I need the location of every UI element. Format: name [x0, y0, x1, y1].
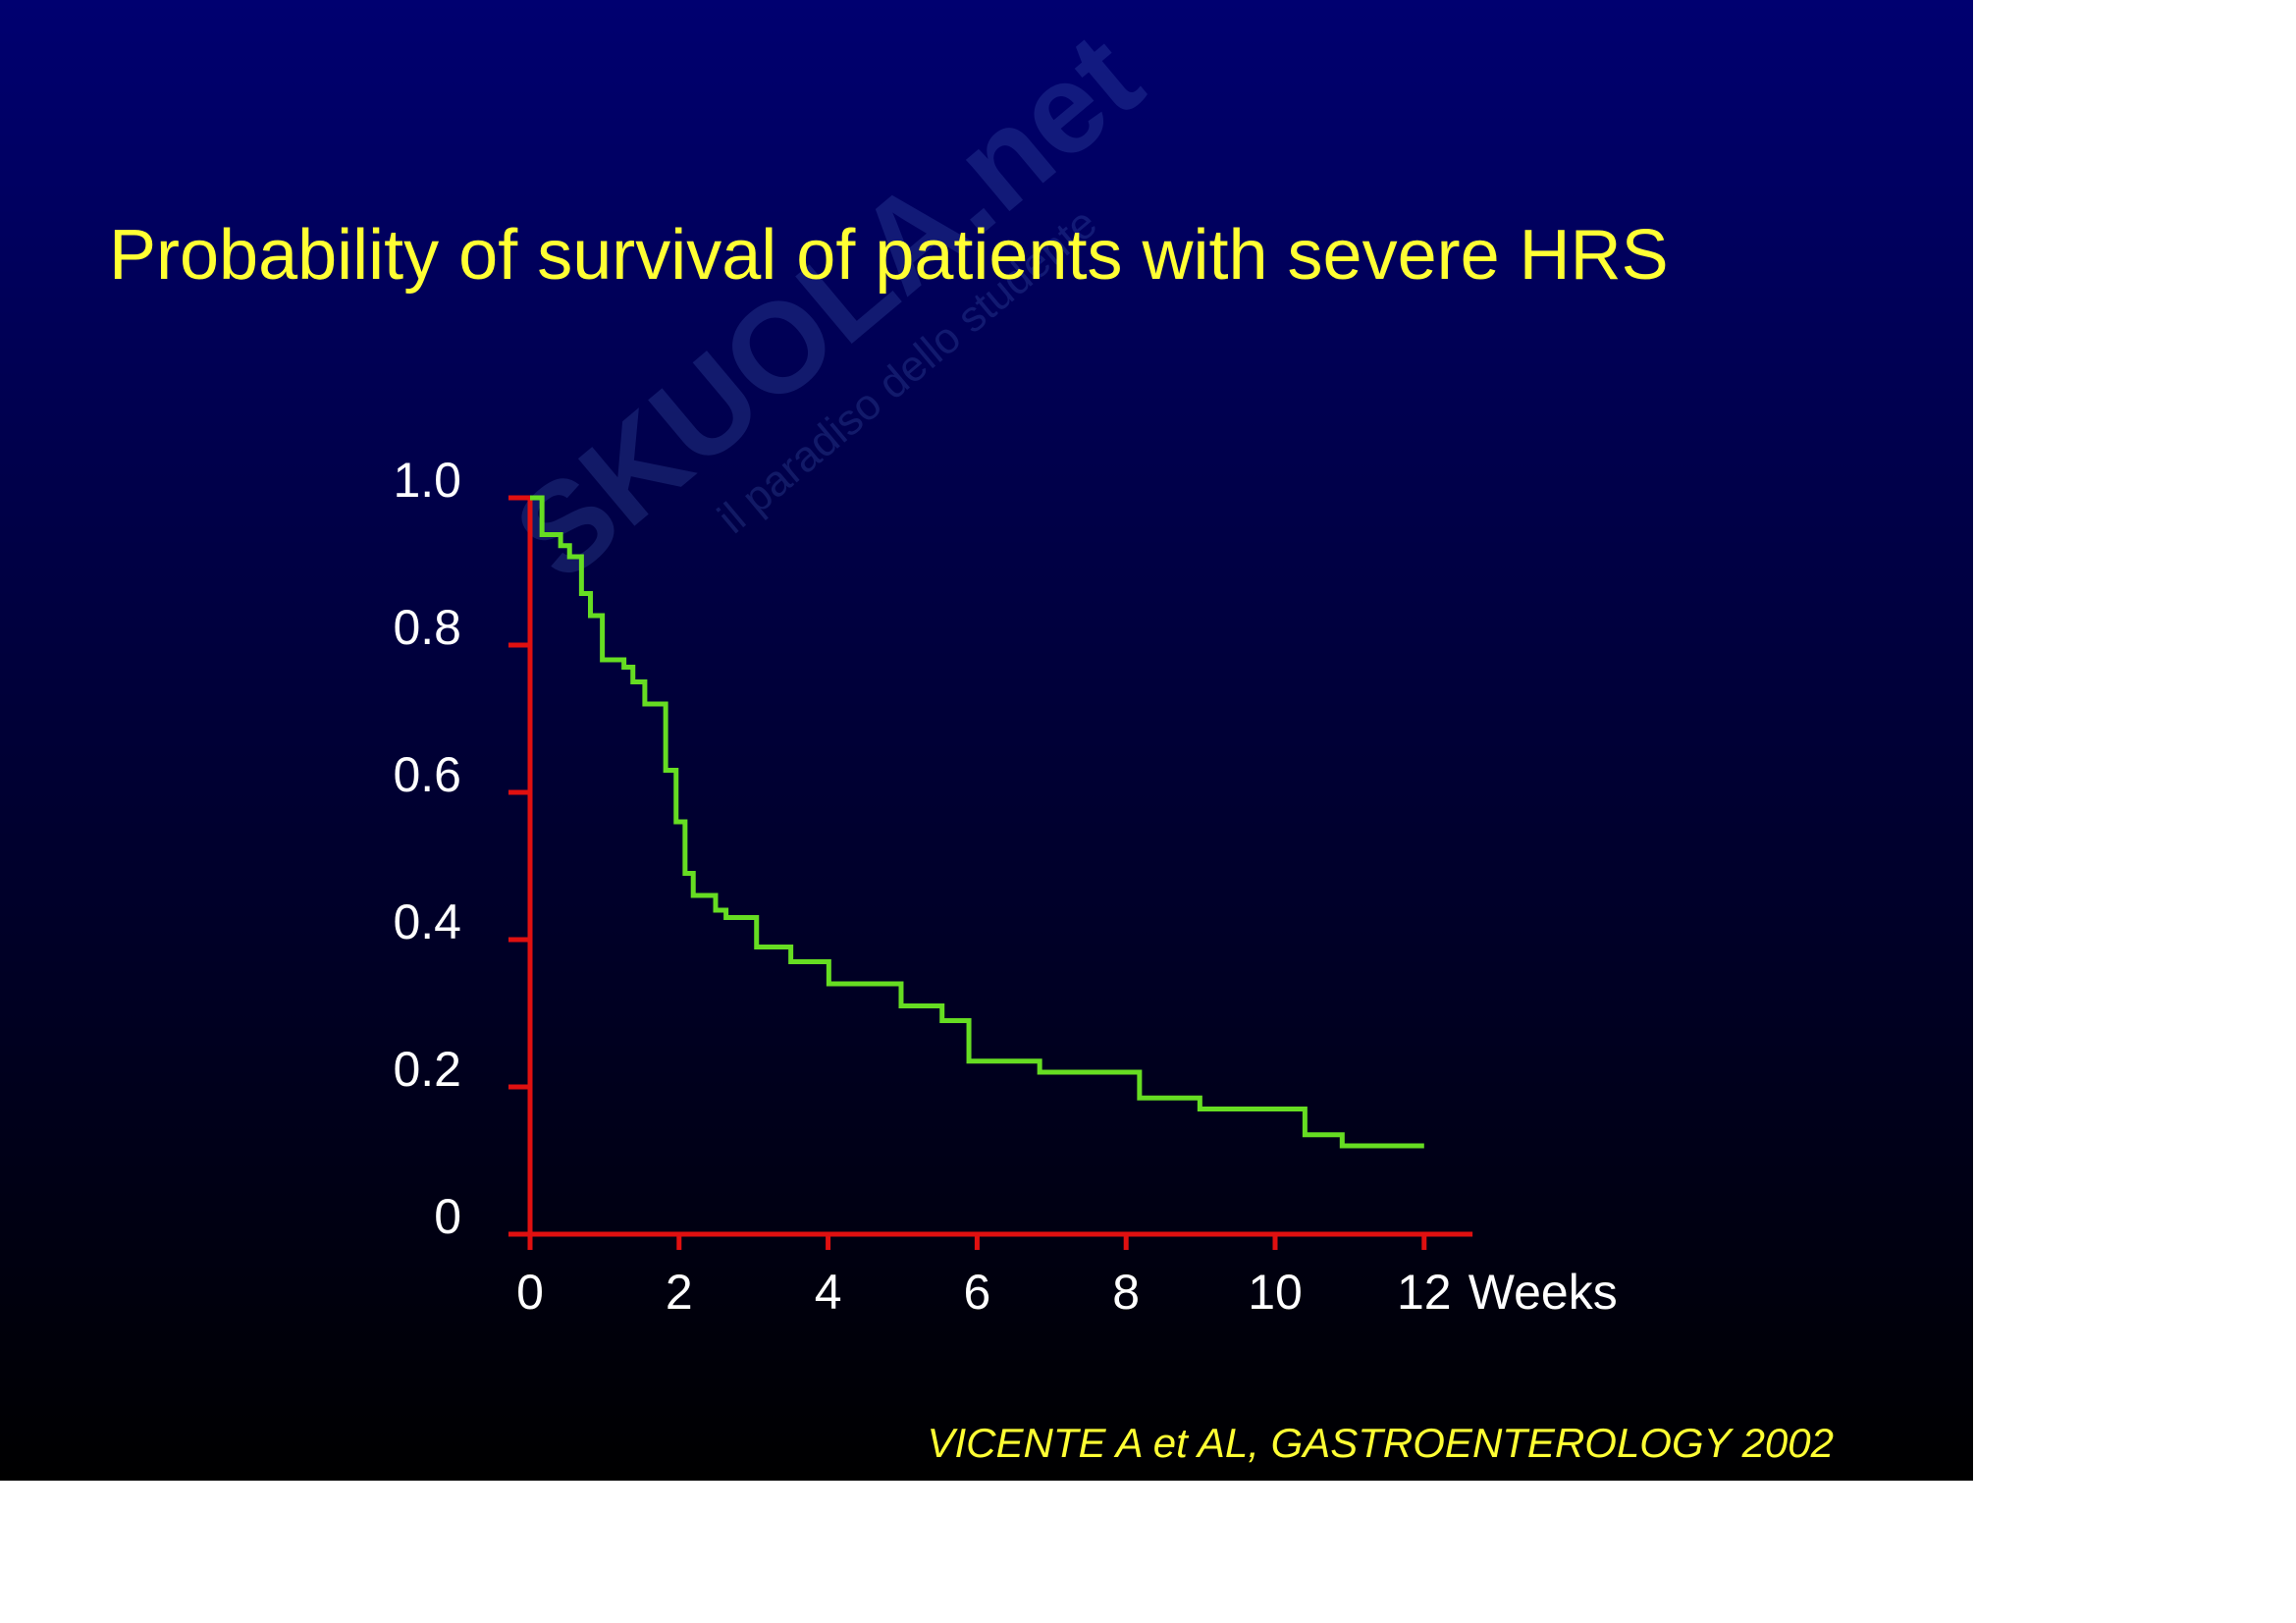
y-tick-label: 0 — [434, 1189, 461, 1244]
x-tick-label: 6 — [963, 1265, 990, 1320]
x-tick-label: 0 — [516, 1265, 544, 1320]
x-tick-label: 12 — [1397, 1265, 1452, 1320]
y-tick-label: 0.6 — [393, 747, 461, 802]
source-citation: VICENTE A et AL, GASTROENTEROLOGY 2002 — [927, 1420, 1834, 1466]
x-axis-label: Weeks — [1468, 1265, 1618, 1320]
y-tick-label: 0.8 — [393, 600, 461, 655]
x-tick-label: 10 — [1248, 1265, 1303, 1320]
chart-title: Probability of survival of patients with… — [109, 216, 1669, 295]
x-tick-label: 2 — [666, 1265, 693, 1320]
y-tick-label: 0.2 — [393, 1042, 461, 1097]
y-tick-label: 1.0 — [393, 453, 461, 508]
x-tick-label: 4 — [815, 1265, 842, 1320]
survival-curve — [530, 495, 1424, 1149]
x-tick-label: 8 — [1112, 1265, 1140, 1320]
y-tick-label: 0.4 — [393, 894, 461, 949]
